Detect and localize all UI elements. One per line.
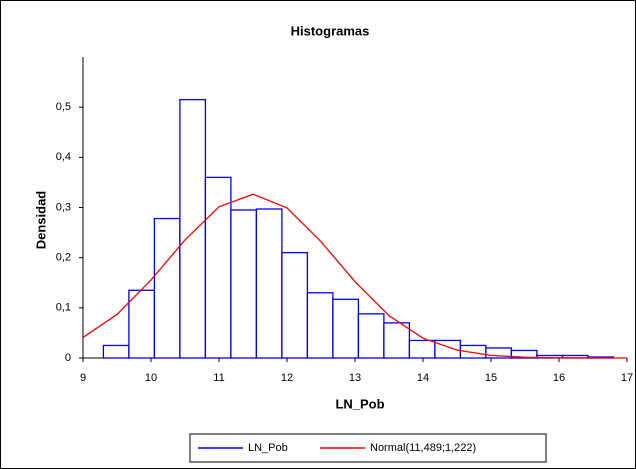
y-tick-label: 0,2 (56, 252, 71, 264)
y-tick-label: 0,3 (56, 201, 71, 213)
x-axis-label: LN_Pob (335, 396, 384, 411)
chart-title: Histogramas (291, 23, 370, 38)
bar (179, 98, 207, 359)
x-tick-label: 11 (213, 372, 224, 384)
y-tick-label: 0,5 (56, 101, 71, 113)
bar (408, 339, 436, 359)
bar (510, 349, 538, 359)
legend (189, 433, 547, 463)
legend-label: LN_Pob (248, 442, 288, 454)
legend-label: Normal(11,489;1,222) (370, 442, 476, 454)
x-tick-label: 9 (80, 372, 86, 384)
bar (153, 217, 181, 359)
x-tick-label: 14 (417, 372, 429, 384)
x-tick-label: 15 (485, 372, 497, 384)
y-tick-label: 0,4 (56, 151, 71, 163)
bar (306, 292, 334, 359)
y-tick-label: 0 (65, 352, 71, 364)
normal-curve (82, 193, 628, 359)
y-tick-label: 0,1 (56, 302, 71, 314)
bar (102, 344, 130, 359)
bar (383, 322, 411, 359)
bar (281, 251, 309, 359)
bar (230, 209, 258, 359)
bar (332, 298, 360, 359)
y-axis-label: Densidad (33, 191, 48, 250)
x-tick-label: 10 (145, 372, 157, 384)
bar (128, 289, 156, 359)
x-tick-label: 13 (349, 372, 361, 384)
bar (255, 208, 283, 359)
x-tick-label: 17 (621, 372, 633, 384)
x-tick-label: 12 (281, 372, 293, 384)
bar (357, 313, 385, 359)
x-tick-label: 16 (553, 372, 565, 384)
